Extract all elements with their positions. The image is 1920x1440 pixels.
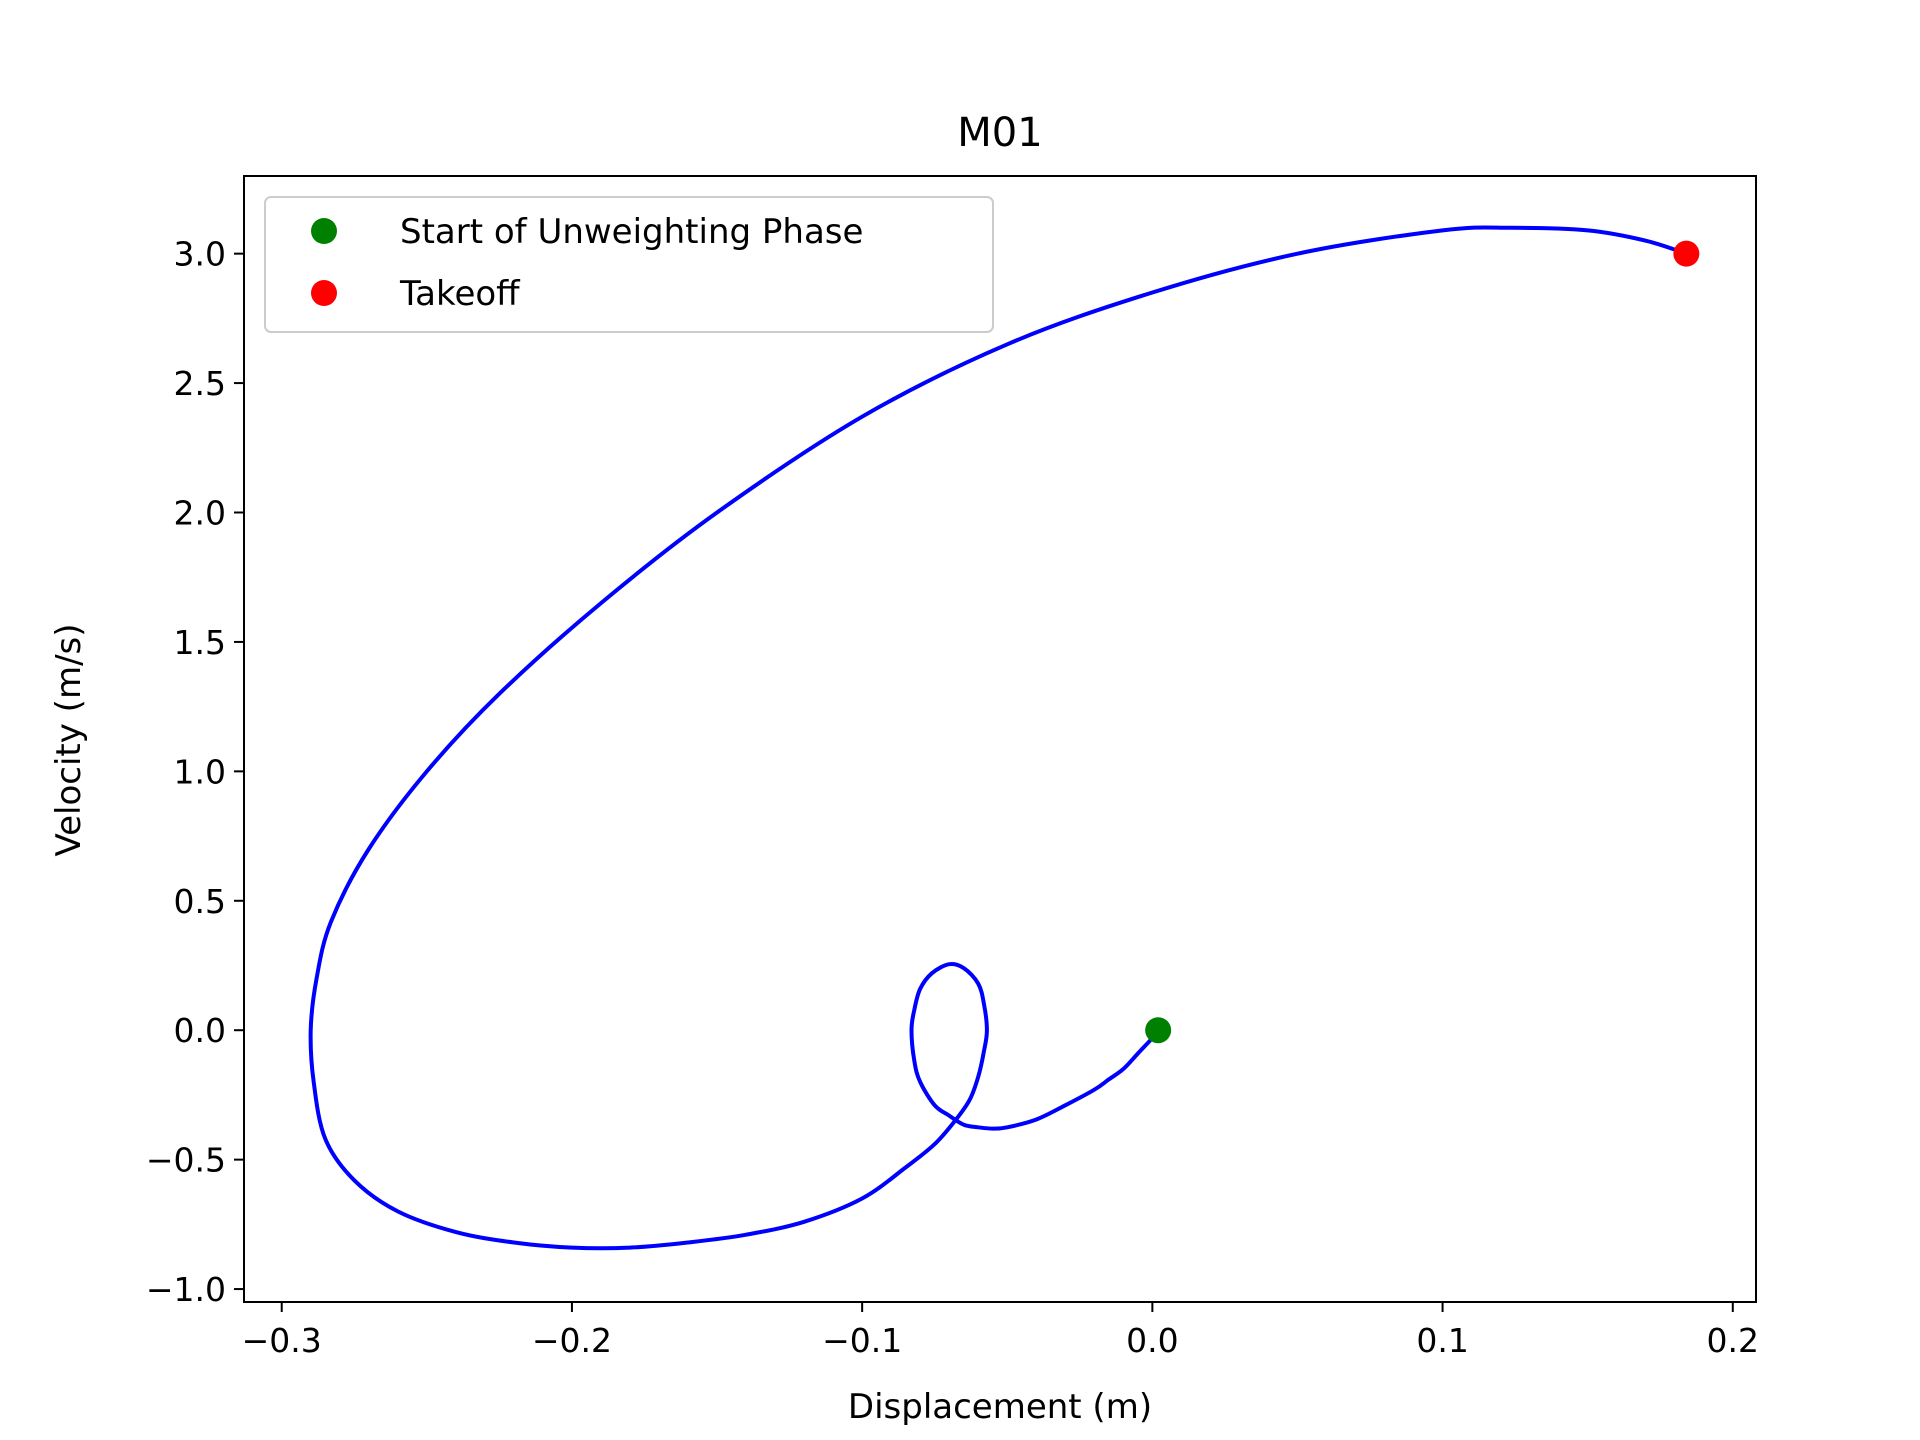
y-tick-label: −1.0 xyxy=(146,1270,226,1309)
x-tick-label: 0.1 xyxy=(1416,1321,1468,1360)
y-tick-label: 2.0 xyxy=(174,494,226,533)
x-tick-label: −0.2 xyxy=(532,1321,612,1360)
legend: Start of Unweighting Phase Takeoff xyxy=(264,196,994,333)
legend-box xyxy=(264,196,994,333)
series-line xyxy=(308,225,1689,1251)
y-tick-label: 1.5 xyxy=(174,623,226,662)
x-axis-label: Displacement (m) xyxy=(848,1387,1152,1427)
y-axis-label: Velocity (m/s) xyxy=(49,623,89,856)
markers xyxy=(1145,240,1700,1044)
y-axis-ticks: −1.0 −0.5 0.0 0.5 1.0 1.5 2.0 2.5 3.0 xyxy=(146,235,244,1309)
legend-label-takeoff: Takeoff xyxy=(399,274,521,314)
legend-marker-takeoff xyxy=(311,280,337,306)
y-tick-label: 3.0 xyxy=(174,235,226,274)
y-tick-label: 1.0 xyxy=(174,752,226,791)
plot-frame xyxy=(243,175,1757,1303)
y-tick-label: −0.5 xyxy=(146,1141,226,1180)
x-tick-label: 0.2 xyxy=(1707,1321,1759,1360)
takeoff-marker-point xyxy=(1673,240,1700,267)
x-axis-ticks: −0.3 −0.2 −0.1 0.0 0.1 0.2 xyxy=(242,1302,1759,1360)
x-tick-label: −0.3 xyxy=(242,1321,322,1360)
start-marker-point xyxy=(1145,1017,1172,1044)
y-tick-label: 0.0 xyxy=(174,1011,226,1050)
y-tick-label: 2.5 xyxy=(174,364,226,403)
legend-marker-start xyxy=(311,218,337,244)
x-tick-label: −0.1 xyxy=(822,1321,902,1360)
x-tick-label: 0.0 xyxy=(1126,1321,1178,1360)
chart-title: M01 xyxy=(957,110,1042,156)
legend-label-start: Start of Unweighting Phase xyxy=(400,212,863,252)
y-tick-label: 0.5 xyxy=(174,882,226,921)
